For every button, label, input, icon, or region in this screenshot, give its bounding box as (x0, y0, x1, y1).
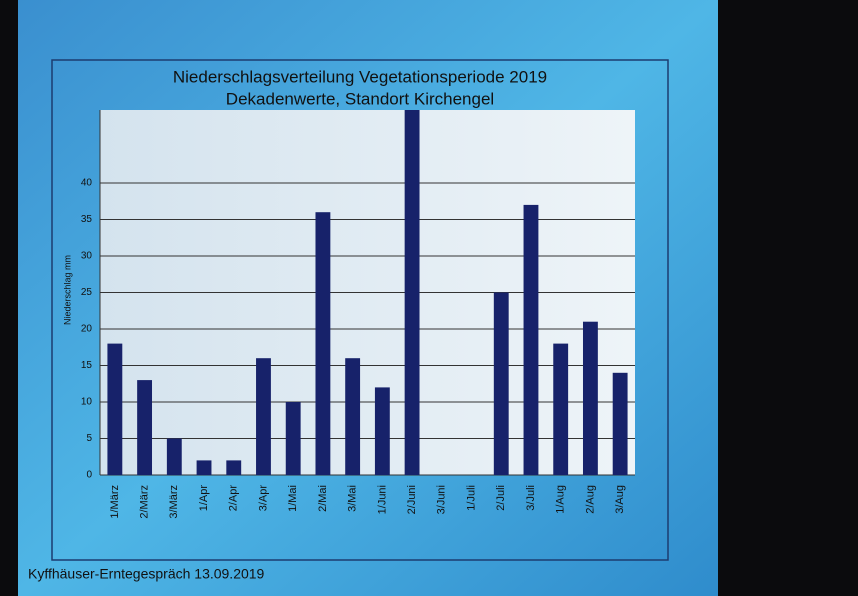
x-tick-label: 1/Juni (376, 485, 388, 514)
x-tick-label: 1/Mai (287, 485, 299, 512)
bar (166, 438, 182, 475)
y-tick-label: 0 (86, 470, 92, 481)
x-tick-label: 2/Aug (584, 485, 596, 514)
x-tick-label: 3/Mai (347, 485, 359, 512)
x-tick-label: 2/Mai (317, 485, 329, 512)
y-tick-label: 35 (81, 214, 93, 225)
slide-frame (51, 59, 669, 561)
chart-title: Niederschlagsverteilung Vegetationsperio… (173, 67, 547, 86)
bar (196, 460, 212, 475)
chart: 0 5 10 15 20 25 30 35 40 1/März 2/März 3/März 1/Apr 2… (81, 110, 635, 519)
bar (315, 212, 331, 475)
bar (493, 292, 509, 475)
x-tick-label: 1/Juli (465, 485, 477, 511)
x-tick-label: 1/März (109, 485, 121, 519)
y-tick-label: 15 (81, 360, 93, 371)
y-tick-label: 10 (81, 397, 93, 408)
bar (345, 358, 361, 475)
x-tick-label: 2/März (138, 485, 150, 519)
x-tick-label: 3/Aug (614, 485, 626, 514)
x-tick-label: 1/Apr (198, 485, 210, 512)
y-tick-label: 30 (81, 251, 93, 262)
y-tick-label: 20 (81, 324, 93, 335)
x-tick-label: 1/Aug (555, 485, 567, 514)
y-tick-label: 5 (86, 433, 92, 444)
bar (553, 343, 569, 475)
x-tick-label: 3/Juni (436, 485, 448, 514)
x-tick-label: 3/März (168, 485, 180, 519)
footer: Kyffhäuser-Erntegespräch 13.09.2019 (28, 566, 265, 582)
bar (374, 387, 390, 475)
bar (612, 372, 628, 475)
bar (582, 321, 598, 475)
x-tick-label: 2/Juli (495, 485, 507, 511)
x-tick-label: 3/Apr (257, 485, 269, 512)
bar (256, 358, 271, 475)
bar (404, 110, 420, 475)
y-tick-label: 25 (81, 287, 93, 298)
bar (107, 343, 123, 475)
chart-subtitle: Dekadenwerte, Standort Kirchengel (226, 89, 494, 108)
x-tick-label: 2/Apr (228, 485, 240, 512)
y-axis-label: Niederschlag mm (62, 255, 72, 325)
bar (226, 460, 242, 475)
y-tick-label: 40 (81, 178, 93, 189)
x-tick-label: 2/Juni (406, 485, 418, 514)
bar (137, 380, 153, 475)
bar (523, 204, 539, 475)
x-tick-label: 3/Juli (525, 485, 537, 511)
bar (285, 402, 301, 475)
